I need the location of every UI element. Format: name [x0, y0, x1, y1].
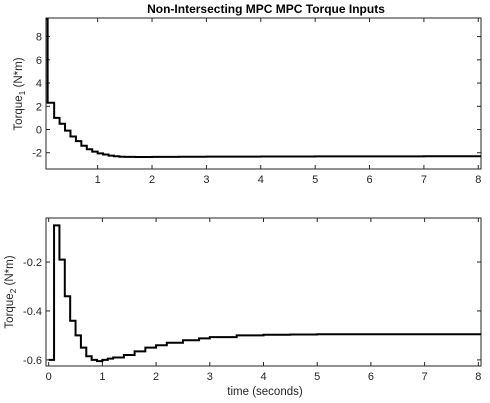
plot-area-2 [45, 217, 482, 367]
y-tick-label: 0 [36, 125, 42, 137]
x-tick-label: 6 [366, 174, 372, 186]
x-tick-label: 5 [314, 371, 320, 383]
x-tick-label: 3 [203, 174, 209, 186]
x-tick-label: 2 [149, 174, 155, 186]
series-line-torque-2 [48, 224, 481, 363]
subplot-torque-2: 0 1 2 3 4 5 6 7 8 -0.6 -0.4 -0.2 Torque2 (N*m) time… [4, 217, 482, 398]
x-tick-label: 5 [312, 174, 318, 186]
y-tick-label: -0.6 [23, 355, 42, 367]
x-tick-label: 4 [258, 174, 264, 186]
y-axis-label-1: Torque1 (N*m) [13, 57, 27, 130]
plot-area-1 [45, 17, 482, 170]
x-tick-label: 4 [260, 371, 266, 383]
y-axis-label-2: Torque2 (N*m) [4, 255, 18, 328]
x-tick-label: 2 [153, 371, 159, 383]
x-tick-label: 6 [368, 371, 374, 383]
x-tick-label: 1 [99, 371, 105, 383]
x-tick-label: 7 [422, 371, 428, 383]
x-tick-label: 8 [475, 174, 481, 186]
chart-title: Non-Intersecting MPC MPC Torque Inputs [147, 2, 385, 16]
y-tick-label: 4 [36, 78, 42, 90]
axis-ticks-1: 1 2 3 4 5 6 7 8 -2 0 2 4 6 8 [32, 18, 481, 186]
axis-ticks-2: 0 1 2 3 4 5 6 7 8 -0.6 -0.4 -0.2 [23, 218, 481, 383]
x-tick-label: 7 [421, 174, 427, 186]
x-tick-label: 1 [95, 174, 101, 186]
y-tick-label: -0.4 [23, 306, 42, 318]
y-tick-label: 8 [36, 32, 42, 44]
y-tick-label: 2 [36, 101, 42, 113]
x-tick-label: 8 [475, 371, 481, 383]
y-tick-label: -0.2 [23, 257, 42, 269]
series-line-torque-1 [46, 18, 481, 159]
subplot-torque-1: Non-Intersecting MPC MPC Torque Inputs 1… [13, 2, 482, 186]
y-tick-label: 6 [36, 55, 42, 67]
x-tick-label: 0 [46, 371, 52, 383]
x-tick-label: 3 [207, 371, 213, 383]
x-axis-label: time (seconds) [227, 386, 303, 398]
y-tick-label: -2 [32, 148, 42, 160]
